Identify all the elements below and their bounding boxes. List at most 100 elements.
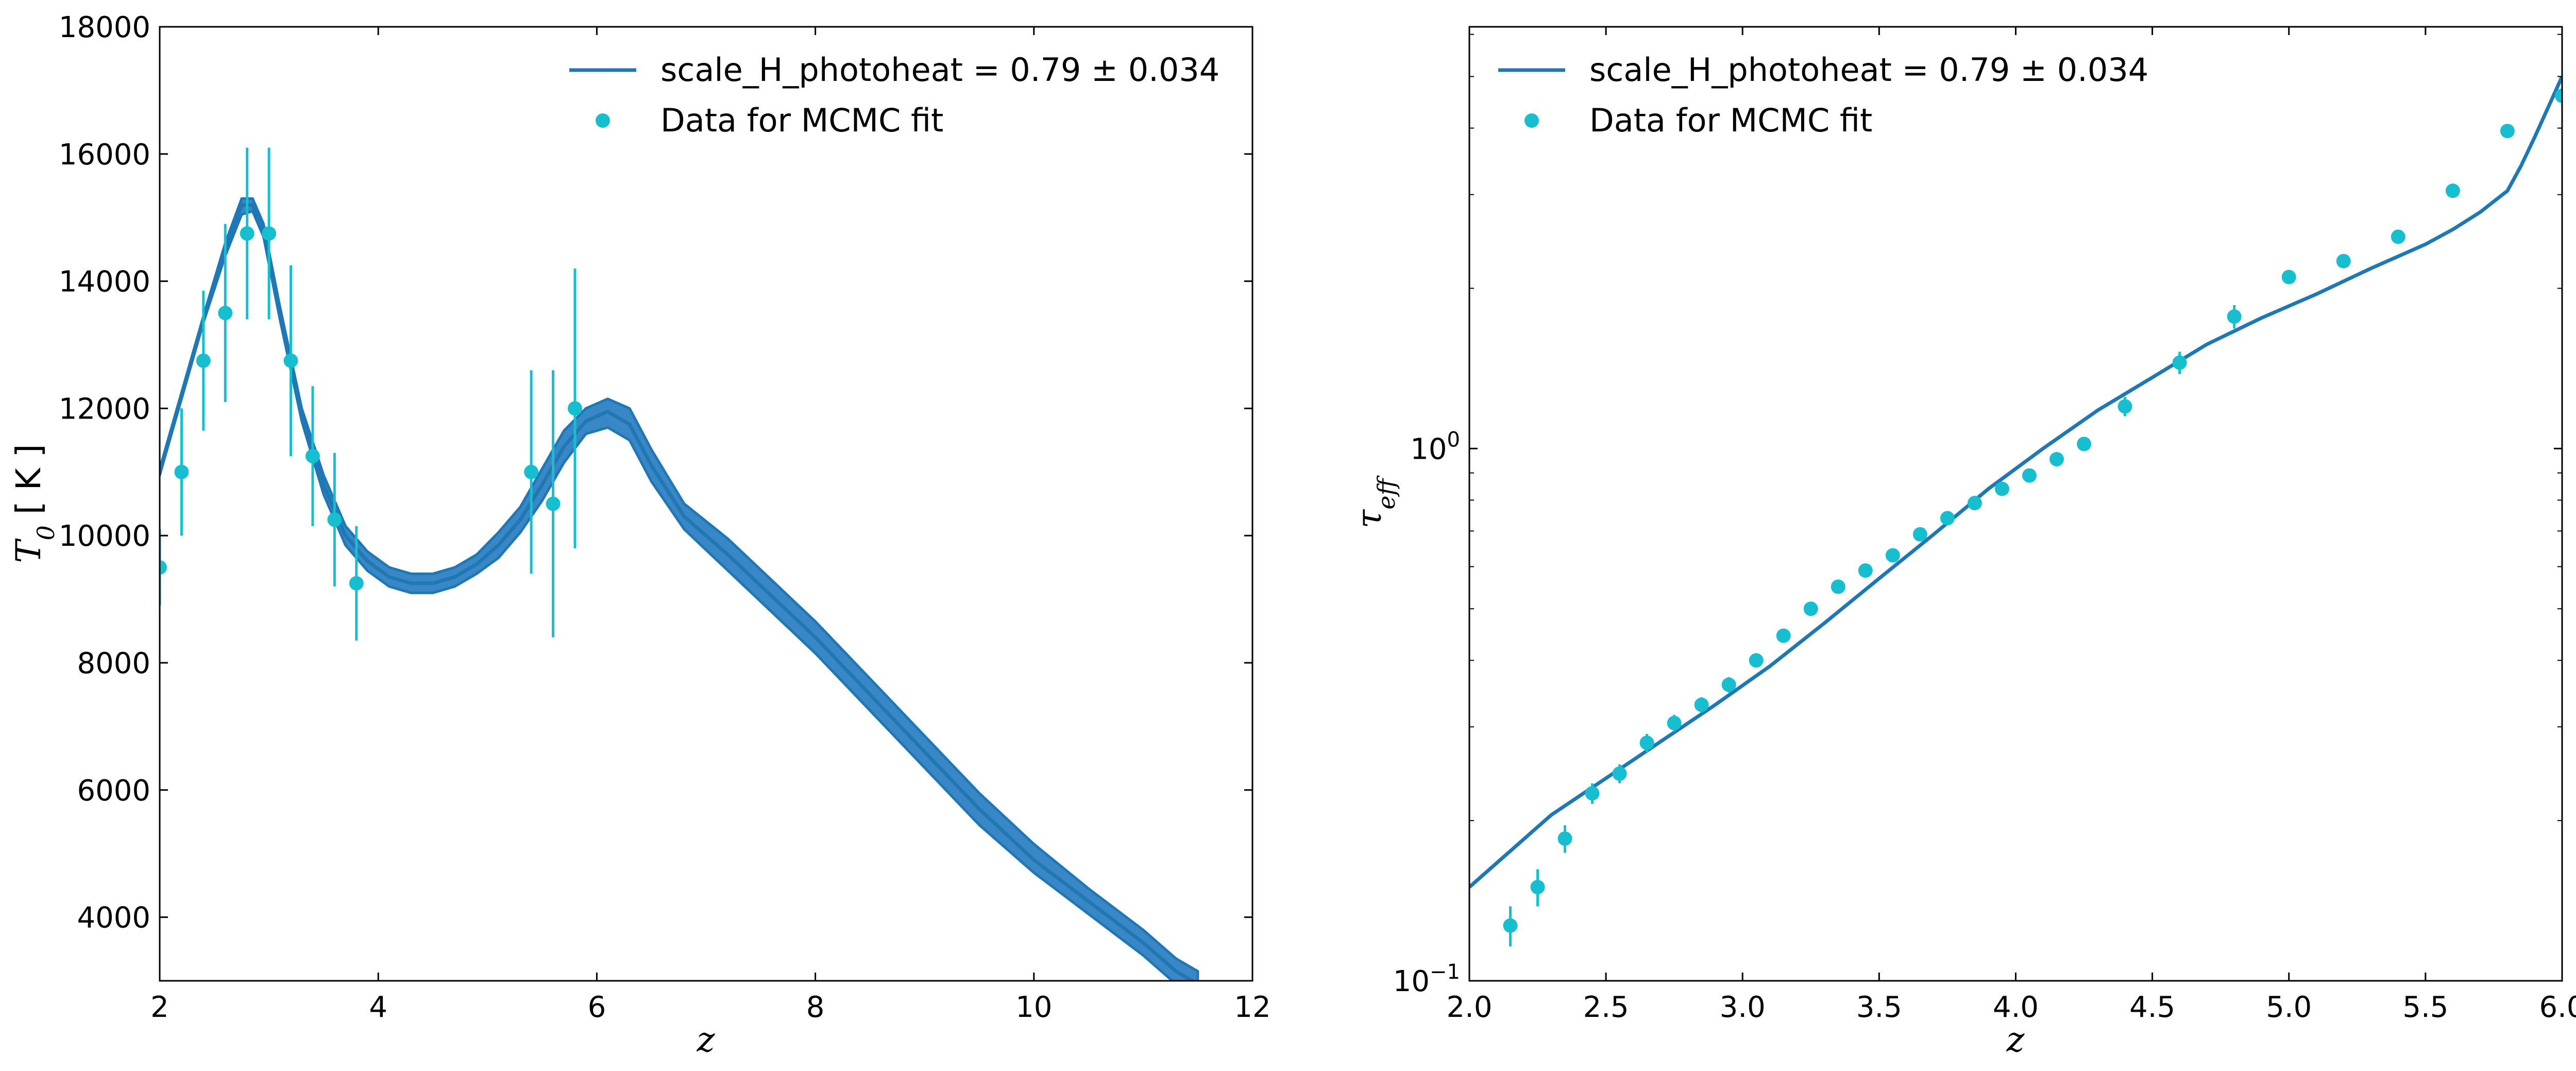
temperature-data-point — [305, 386, 320, 526]
optical-depth-data-marker — [1967, 496, 1982, 511]
optical-depth-data-marker — [1912, 527, 1927, 542]
optical-depth-data-point — [1858, 563, 1873, 578]
optical-depth-data-point — [2117, 397, 2132, 416]
temperature-data-point — [524, 370, 539, 574]
temperature-data-marker — [262, 226, 277, 241]
temperature-legend-point-label: Data for MCMC fit — [660, 102, 943, 139]
temperature-plot-area — [160, 147, 1199, 981]
optical-depth-x-tick-label: 4.5 — [2129, 991, 2175, 1024]
optical-depth-x-tick-label: 5.5 — [2402, 991, 2448, 1024]
temperature-y-label-sub: 0 — [32, 525, 60, 540]
optical-depth-data-marker — [2336, 254, 2351, 269]
optical-depth-data-point — [1940, 511, 1955, 526]
temperature-y-tick-label: 18000 — [59, 11, 150, 44]
optical-depth-x-tick-label: 3.5 — [1856, 991, 1902, 1024]
temperature-data-marker — [283, 353, 298, 368]
optical-depth-y-label-sub: eff — [1372, 475, 1400, 509]
optical-depth-data-point — [2500, 124, 2515, 139]
temperature-legend: scale_H_photoheat = 0.79 ± 0.034 Data fo… — [569, 51, 1219, 139]
temperature-data-point — [349, 526, 364, 641]
temperature-data-point — [218, 224, 233, 403]
temperature-data-marker — [196, 353, 211, 368]
optical-depth-data-point — [1585, 783, 1600, 804]
temperature-y-axis-label: T0 [ K ] — [9, 444, 60, 563]
optical-depth-data-marker — [1639, 735, 1654, 750]
optical-depth-legend-line-label: scale_H_photoheat = 0.79 ± 0.034 — [1589, 51, 2148, 89]
optical-depth-data-point — [1803, 601, 1818, 616]
temperature-y-tick-label: 16000 — [59, 138, 150, 172]
optical-depth-data-point — [1912, 527, 1927, 542]
optical-depth-data-point — [1694, 697, 1709, 713]
temperature-data-point — [196, 291, 211, 431]
temperature-data-marker — [305, 448, 320, 463]
temperature-x-axis-label: z — [697, 1020, 716, 1060]
optical-depth-data-point — [1667, 714, 1682, 732]
temperature-data-marker — [327, 512, 342, 527]
temperature-data-marker — [546, 496, 561, 511]
optical-depth-data-point — [1721, 677, 1736, 693]
optical-depth-data-point — [1831, 579, 1845, 594]
optical-depth-data-point — [2391, 229, 2405, 244]
optical-depth-data-point — [1885, 548, 1900, 563]
temperature-y-tick-label: 14000 — [59, 265, 150, 299]
optical-depth-axes-frame — [1468, 26, 2563, 982]
temperature-model-line — [160, 203, 1196, 981]
temperature-legend-point-swatch — [596, 113, 610, 128]
optical-depth-data-marker — [2281, 270, 2296, 285]
optical-depth-data-marker — [1721, 677, 1736, 692]
optical-depth-data-marker — [2555, 88, 2562, 103]
optical-depth-x-axis-label: z — [2006, 1020, 2025, 1060]
temperature-legend-line-label: scale_H_photoheat = 0.79 ± 0.034 — [660, 51, 1219, 89]
temperature-data-marker — [218, 306, 233, 321]
temperature-data-marker — [240, 226, 255, 241]
optical-depth-data-point — [1749, 653, 1764, 668]
temperature-y-label-unit: [ K ] — [9, 444, 48, 525]
temperature-x-tick-label: 8 — [806, 991, 825, 1024]
optical-depth-data-marker — [2117, 399, 2132, 414]
optical-depth-data-marker — [2391, 229, 2405, 244]
optical-depth-y-tick-label: 10−1 — [1393, 960, 1460, 998]
temperature-data-point — [546, 370, 561, 638]
optical-depth-data-marker — [1503, 918, 1518, 933]
optical-depth-x-tick-label: 3.0 — [1720, 991, 1766, 1024]
optical-depth-data-marker — [1612, 766, 1627, 781]
temperature-panel: 2 4 6 8 10 12 4000 6000 8000 10000 12000 14000 16000… — [9, 11, 1271, 1060]
temperature-data-point — [567, 268, 582, 548]
optical-depth-data-point — [1530, 869, 1545, 907]
temperature-data-marker — [174, 464, 189, 479]
temperature-data-point — [262, 147, 277, 320]
optical-depth-data-marker — [1585, 786, 1600, 801]
optical-depth-data-marker — [2049, 451, 2064, 466]
optical-depth-data-point — [2336, 254, 2351, 269]
optical-depth-data-point — [2555, 88, 2562, 103]
optical-depth-data-point — [2022, 468, 2037, 483]
temperature-x-tick-label: 12 — [1234, 991, 1270, 1024]
optical-depth-plot-area — [1469, 76, 2562, 947]
temperature-y-tick-label: 12000 — [59, 392, 150, 426]
temperature-y-tick-label: 4000 — [77, 901, 150, 935]
optical-depth-data-marker — [2500, 124, 2515, 139]
optical-depth-data-marker — [1885, 548, 1900, 563]
optical-depth-data-marker — [2077, 437, 2092, 451]
optical-depth-data-point — [2227, 305, 2242, 329]
optical-depth-ticks: 2.0 2.5 3.0 3.5 4.0 4.5 5.0 5.5 6.0 10−1 100 — [1393, 27, 2576, 1024]
optical-depth-data-point — [2172, 352, 2187, 374]
optical-depth-data-point — [1994, 481, 2009, 496]
temperature-series-group — [160, 147, 1199, 981]
optical-depth-y-axis-label: τeff — [1349, 475, 1400, 528]
optical-depth-data-marker — [1858, 563, 1873, 578]
optical-depth-data-marker — [1667, 715, 1682, 730]
temperature-data-marker — [160, 560, 167, 575]
optical-depth-data-point — [1557, 825, 1572, 853]
optical-depth-data-point — [2077, 437, 2092, 451]
optical-depth-data-marker — [1557, 831, 1572, 846]
optical-depth-x-tick-label: 2.5 — [1583, 991, 1629, 1024]
temperature-ticks: 2 4 6 8 10 12 4000 6000 8000 10000 12000 14000 16000… — [59, 11, 1271, 1024]
optical-depth-model-line — [1469, 76, 2562, 889]
optical-depth-x-tick-label: 2.0 — [1446, 991, 1492, 1024]
optical-depth-data-point — [1967, 496, 1982, 511]
temperature-x-tick-label: 10 — [1015, 991, 1052, 1024]
temperature-data-marker — [524, 464, 539, 479]
temperature-y-tick-label: 10000 — [59, 520, 150, 553]
